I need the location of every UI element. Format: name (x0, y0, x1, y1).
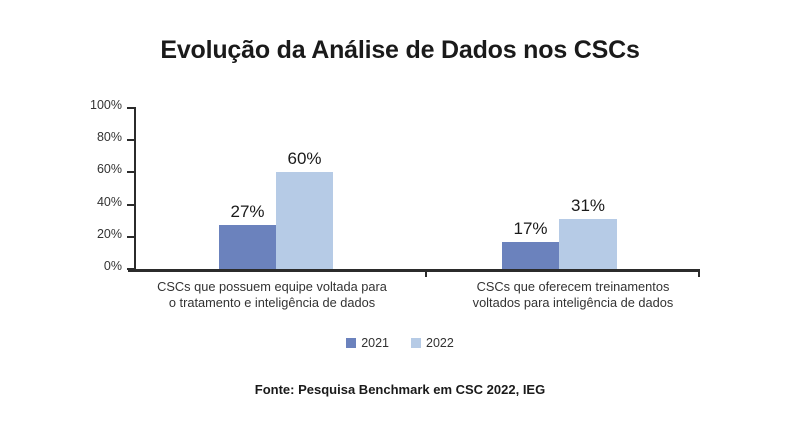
source-note: Fonte: Pesquisa Benchmark em CSC 2022, I… (254, 382, 546, 397)
y-tick-label-20: 20% (96, 227, 122, 241)
y-axis-line (134, 107, 136, 269)
legend-item-2021[interactable]: 2021 (346, 336, 389, 350)
y-tick-label-40: 40% (96, 195, 122, 209)
legend-swatch-2021-icon (346, 338, 357, 348)
x-axis-category-label-0: CSCs que possuem equipe voltada para o t… (122, 279, 422, 311)
x-tick-axis-end (698, 270, 700, 277)
y-tick-0: 0% (104, 259, 134, 273)
bar-value-group1-2022: 60% (287, 148, 322, 168)
legend-label-2022: 2022 (426, 336, 454, 350)
x-axis-category-label-1-line-0: CSCs que oferecem treinamentos (476, 279, 670, 294)
bar-value-group1-2021: 27% (230, 202, 265, 222)
y-tick-60: 60% (97, 162, 134, 176)
x-axis-category-label-1: CSCs que oferecem treinamentos voltados … (428, 279, 718, 311)
y-tick-100: 100% (90, 98, 134, 112)
y-tick-40: 40% (97, 195, 134, 209)
bar-value-group2-2022: 31% (570, 195, 606, 215)
x-axis-category-label-0-line-1: o tratamento e inteligência de dados (168, 295, 376, 310)
bar-group1-2021[interactable]: 27% (219, 202, 276, 269)
plot-area: 0% 20% 40% 60% 80% 100% 27% 60% 17% (90, 98, 700, 277)
y-tick-label-80: 80% (96, 130, 122, 144)
legend-swatch-2022-icon (411, 338, 421, 348)
y-tick-label-60: 60% (96, 162, 122, 176)
x-axis-line (128, 269, 700, 272)
y-tick-20: 20% (97, 227, 134, 241)
legend-item-2022[interactable]: 2022 (411, 336, 454, 350)
chart-legend: 2021 2022 (0, 336, 800, 350)
legend-label-2021: 2021 (361, 336, 389, 350)
bar-group2-2022[interactable]: 31% (559, 196, 617, 269)
x-tick-category-boundary (425, 270, 427, 277)
bar-group1-2022[interactable]: 60% (276, 149, 333, 269)
bar-group2-2021[interactable]: 17% (502, 219, 559, 269)
bar-value-group2-2021: 17% (513, 218, 548, 238)
x-axis-category-label-0-line-0: CSCs que possuem equipe voltada para (157, 279, 387, 294)
x-axis-category-label-1-line-1: voltados para inteligência de dados (472, 295, 674, 310)
y-tick-label-0: 0% (103, 259, 122, 273)
y-tick-label-100: 100% (90, 98, 122, 112)
y-tick-80: 80% (97, 130, 134, 144)
chart-title: Evolução da Análise de Dados nos CSCs (160, 36, 640, 64)
